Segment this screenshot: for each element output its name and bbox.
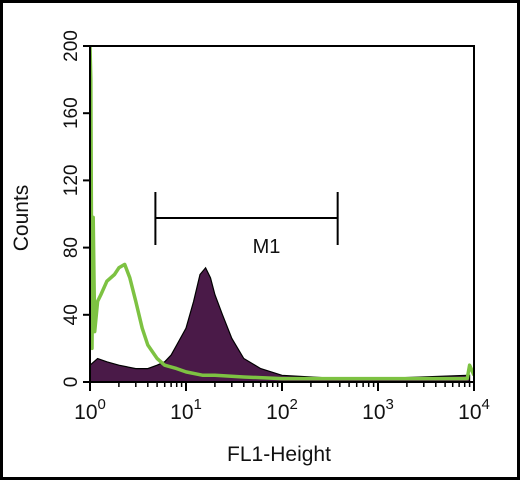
y-tick-label-1: 40	[61, 304, 82, 325]
y-axis-label: Counts	[10, 185, 33, 252]
x-tick-label-3: 103	[362, 396, 394, 424]
plot-area-frame	[89, 45, 475, 383]
x-tick-label-0: 100	[74, 396, 106, 424]
y-tick-label-3: 120	[61, 165, 82, 197]
histogram-chart: 0 40 80 120 160 200 100 101 102 103 104 M1 FL1-He…	[10, 30, 490, 466]
x-tick-label-2: 102	[266, 396, 298, 424]
series-1-outline-histogram	[90, 46, 474, 381]
y-tick-label-5: 200	[61, 30, 82, 62]
gate-label: M1	[253, 236, 281, 258]
y-tick-label-0: 0	[61, 377, 82, 388]
y-tick-label-4: 160	[61, 97, 82, 129]
x-axis-label: FL1-Height	[227, 443, 331, 466]
x-tick-label-1: 101	[170, 396, 202, 424]
x-tick-label-4: 104	[458, 396, 490, 424]
series-0-filled-histogram	[90, 266, 471, 382]
y-tick-label-2: 80	[61, 237, 82, 258]
